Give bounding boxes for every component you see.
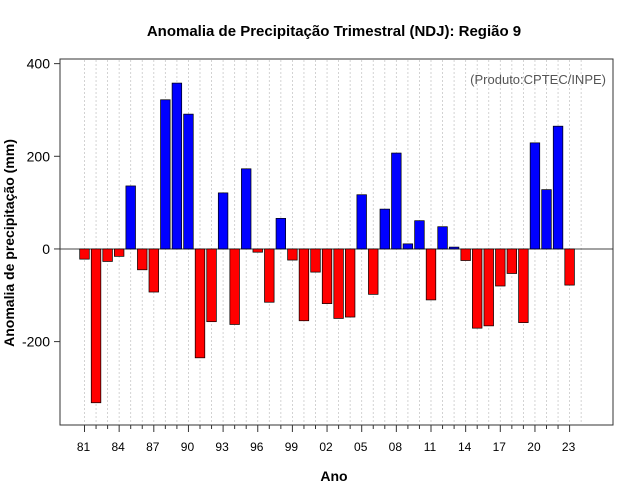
y-tick-label: 400 [27,56,51,72]
bar-10 [414,220,425,250]
bar-05 [356,194,367,250]
bar-11 [425,248,437,301]
x-axis: 81 84 87 90 93 96 99 02 05 08 11 14 17 20 23 [77,425,576,454]
x-tick-label: 81 [77,440,91,454]
bar-90 [183,113,194,250]
bar-22 [552,125,564,250]
x-tick-label: 23 [562,440,576,454]
bar-13 [448,246,460,250]
bar-02 [321,248,333,304]
x-tick-label: 05 [354,440,368,454]
bar-88 [160,99,171,250]
bar-08 [391,152,402,250]
bar-82 [90,248,102,404]
plot-frame [59,58,614,426]
x-tick-label: 93 [215,440,229,454]
bar-01 [310,248,321,273]
bar-91 [194,248,206,359]
bar-96 [252,248,263,253]
bar-83 [102,248,113,262]
bars [79,82,575,404]
bar-94 [229,248,240,325]
bar-89 [171,82,183,250]
y-axis: -200 0 200 400 [22,56,60,350]
x-tick-label: 84 [111,440,125,454]
bar-95 [241,168,252,250]
bar-00 [298,248,310,322]
bar-81 [79,248,90,260]
bar-16 [483,248,494,327]
bar-87 [148,248,159,293]
y-tick-label: -200 [22,334,50,350]
y-axis-label: Anomalia de precipitação (mm) [1,139,17,347]
bar-06 [368,248,379,295]
x-tick-label: 90 [181,440,195,454]
bar-97 [264,248,275,303]
x-tick-label: 11 [424,440,437,454]
x-tick-label: 96 [250,440,264,454]
x-tick-label: 99 [285,440,299,454]
bar-23 [564,248,575,286]
bar-14 [460,248,471,261]
bar-19 [518,248,529,323]
x-tick-label: 02 [319,440,333,454]
credit-text: (Produto:CPTEC/INPE) [470,72,606,87]
x-tick-label: 17 [493,440,507,454]
bar-99 [287,248,298,261]
x-tick-label: 20 [527,440,541,454]
bar-93 [217,192,229,250]
bar-17 [495,248,506,287]
bar-15 [472,248,483,329]
y-tick-label: 200 [27,148,51,164]
bar-07 [379,208,390,250]
x-tick-label: 87 [146,440,160,454]
bar-20 [529,142,541,250]
bar-21 [541,189,552,250]
bar-92 [206,248,217,323]
x-tick-label: 08 [389,440,403,454]
bar-03 [333,248,344,319]
bar-98 [275,218,286,250]
bar-04 [345,248,356,318]
bar-12 [437,226,448,250]
bar-09 [402,243,414,250]
x-axis-label: Ano [320,468,347,484]
y-tick-label: 0 [42,241,50,257]
bar-84 [113,248,125,257]
bar-85 [125,185,136,250]
bar-86 [137,248,148,271]
x-tick-label: 14 [458,440,472,454]
chart-title: Anomalia de Precipitação Trimestral (NDJ… [147,23,521,40]
bar-18 [506,248,517,274]
grid-lines [84,60,582,424]
